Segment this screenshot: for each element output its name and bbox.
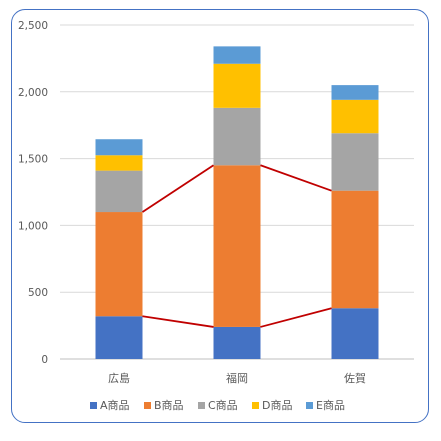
bar-segment — [331, 85, 379, 100]
category-label: 広島 — [108, 371, 130, 385]
series-line — [142, 315, 214, 328]
bar-segment — [331, 99, 379, 134]
legend-label: B商品 — [154, 398, 184, 412]
bar-segment — [331, 133, 379, 191]
legend-swatch — [198, 402, 205, 409]
category-label: 佐賀 — [344, 371, 366, 385]
bar-segment — [213, 46, 261, 64]
legend: A商品 B商品 C商品 D商品 E商品 — [90, 398, 345, 412]
bar-segment — [95, 170, 143, 213]
bar-segment — [95, 139, 143, 156]
legend-swatch — [90, 402, 97, 409]
legend-label: A商品 — [100, 398, 130, 412]
y-tick-label: 2,000 — [18, 87, 48, 99]
y-tick-label: 0 — [41, 354, 48, 366]
bar-segment — [95, 316, 143, 359]
category-label: 福岡 — [226, 371, 248, 385]
y-tick-label: 1,000 — [18, 220, 48, 232]
bars — [95, 46, 379, 359]
y-tick-label: 500 — [28, 287, 48, 299]
y-axis-ticks: 0 500 1,000 1,500 2,000 2,500 — [18, 20, 48, 366]
y-tick-label: 1,500 — [18, 154, 48, 166]
legend-swatch — [306, 402, 313, 409]
bar-segment — [331, 190, 379, 309]
category-labels: 広島 福岡 佐賀 — [108, 371, 366, 385]
series-line — [142, 164, 214, 213]
legend-swatch — [144, 402, 151, 409]
series-line — [260, 307, 332, 328]
bar-segment — [213, 165, 261, 327]
series-line — [260, 164, 332, 192]
bar-segment — [331, 308, 379, 359]
legend-label: C商品 — [208, 398, 238, 412]
bar-segment — [213, 63, 261, 108]
legend-swatch — [252, 402, 259, 409]
y-tick-label: 2,500 — [18, 20, 48, 32]
bar-segment — [95, 155, 143, 171]
series-lines — [142, 164, 332, 328]
bar-segment — [95, 212, 143, 317]
bar-segment — [213, 326, 261, 359]
bar-segment — [213, 107, 261, 166]
legend-label: E商品 — [316, 398, 345, 412]
legend-label: D商品 — [262, 398, 292, 412]
